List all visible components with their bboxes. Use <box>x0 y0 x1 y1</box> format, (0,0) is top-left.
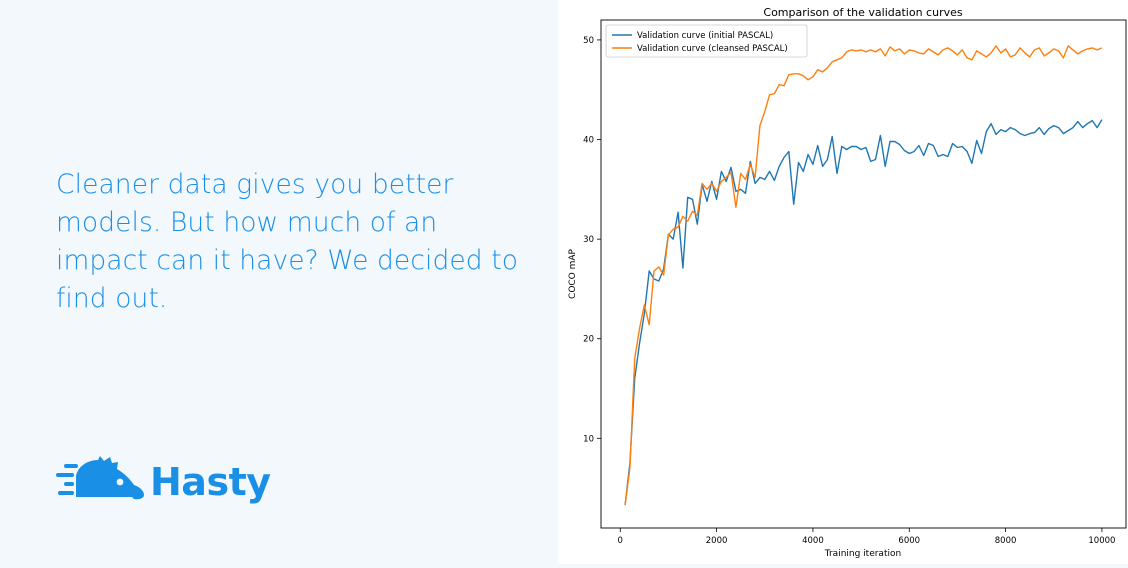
legend-label-initial: Validation curve (initial PASCAL) <box>637 31 773 41</box>
y-tick-label: 40 <box>583 136 594 146</box>
x-tick-label: 8000 <box>995 536 1017 546</box>
chart-panel: Comparison of the validation curves 0 200… <box>558 0 1128 564</box>
headline: Cleaner data gives you better models. Bu… <box>56 169 519 314</box>
y-axis-label: COCO mAP <box>568 248 578 299</box>
validation-chart: Comparison of the validation curves 0 200… <box>568 6 1127 559</box>
x-axis-label: Training iteration <box>824 549 901 559</box>
legend-box <box>605 24 808 58</box>
plot-frame <box>600 19 1127 529</box>
x-axis-ticks: 0 2000 4000 6000 8000 10000 <box>618 528 1115 546</box>
y-tick-label: 30 <box>583 235 594 245</box>
brand-name: Hasty <box>150 460 271 504</box>
legend-label-cleansed: Validation curve (cleansed PASCAL) <box>637 44 788 54</box>
y-tick-label: 20 <box>583 335 594 345</box>
x-tick-label: 2000 <box>706 536 728 546</box>
x-tick-label: 10000 <box>1088 536 1115 546</box>
series-line-cleansed <box>624 45 1103 506</box>
x-tick-label: 0 <box>618 536 623 546</box>
x-tick-label: 6000 <box>898 536 920 546</box>
series-lines <box>624 45 1103 506</box>
x-tick-label: 4000 <box>802 536 824 546</box>
legend: Validation curve (initial PASCAL) Valida… <box>605 24 808 58</box>
chart-title: Comparison of the validation curves <box>763 6 962 19</box>
y-axis-ticks: 10 20 30 40 50 <box>583 36 601 444</box>
y-tick-label: 10 <box>583 434 594 444</box>
y-tick-label: 50 <box>583 36 594 46</box>
series-line-initial <box>624 119 1103 506</box>
hasty-logo: Hasty <box>54 452 294 510</box>
hedgehog-logo-icon <box>56 456 144 500</box>
